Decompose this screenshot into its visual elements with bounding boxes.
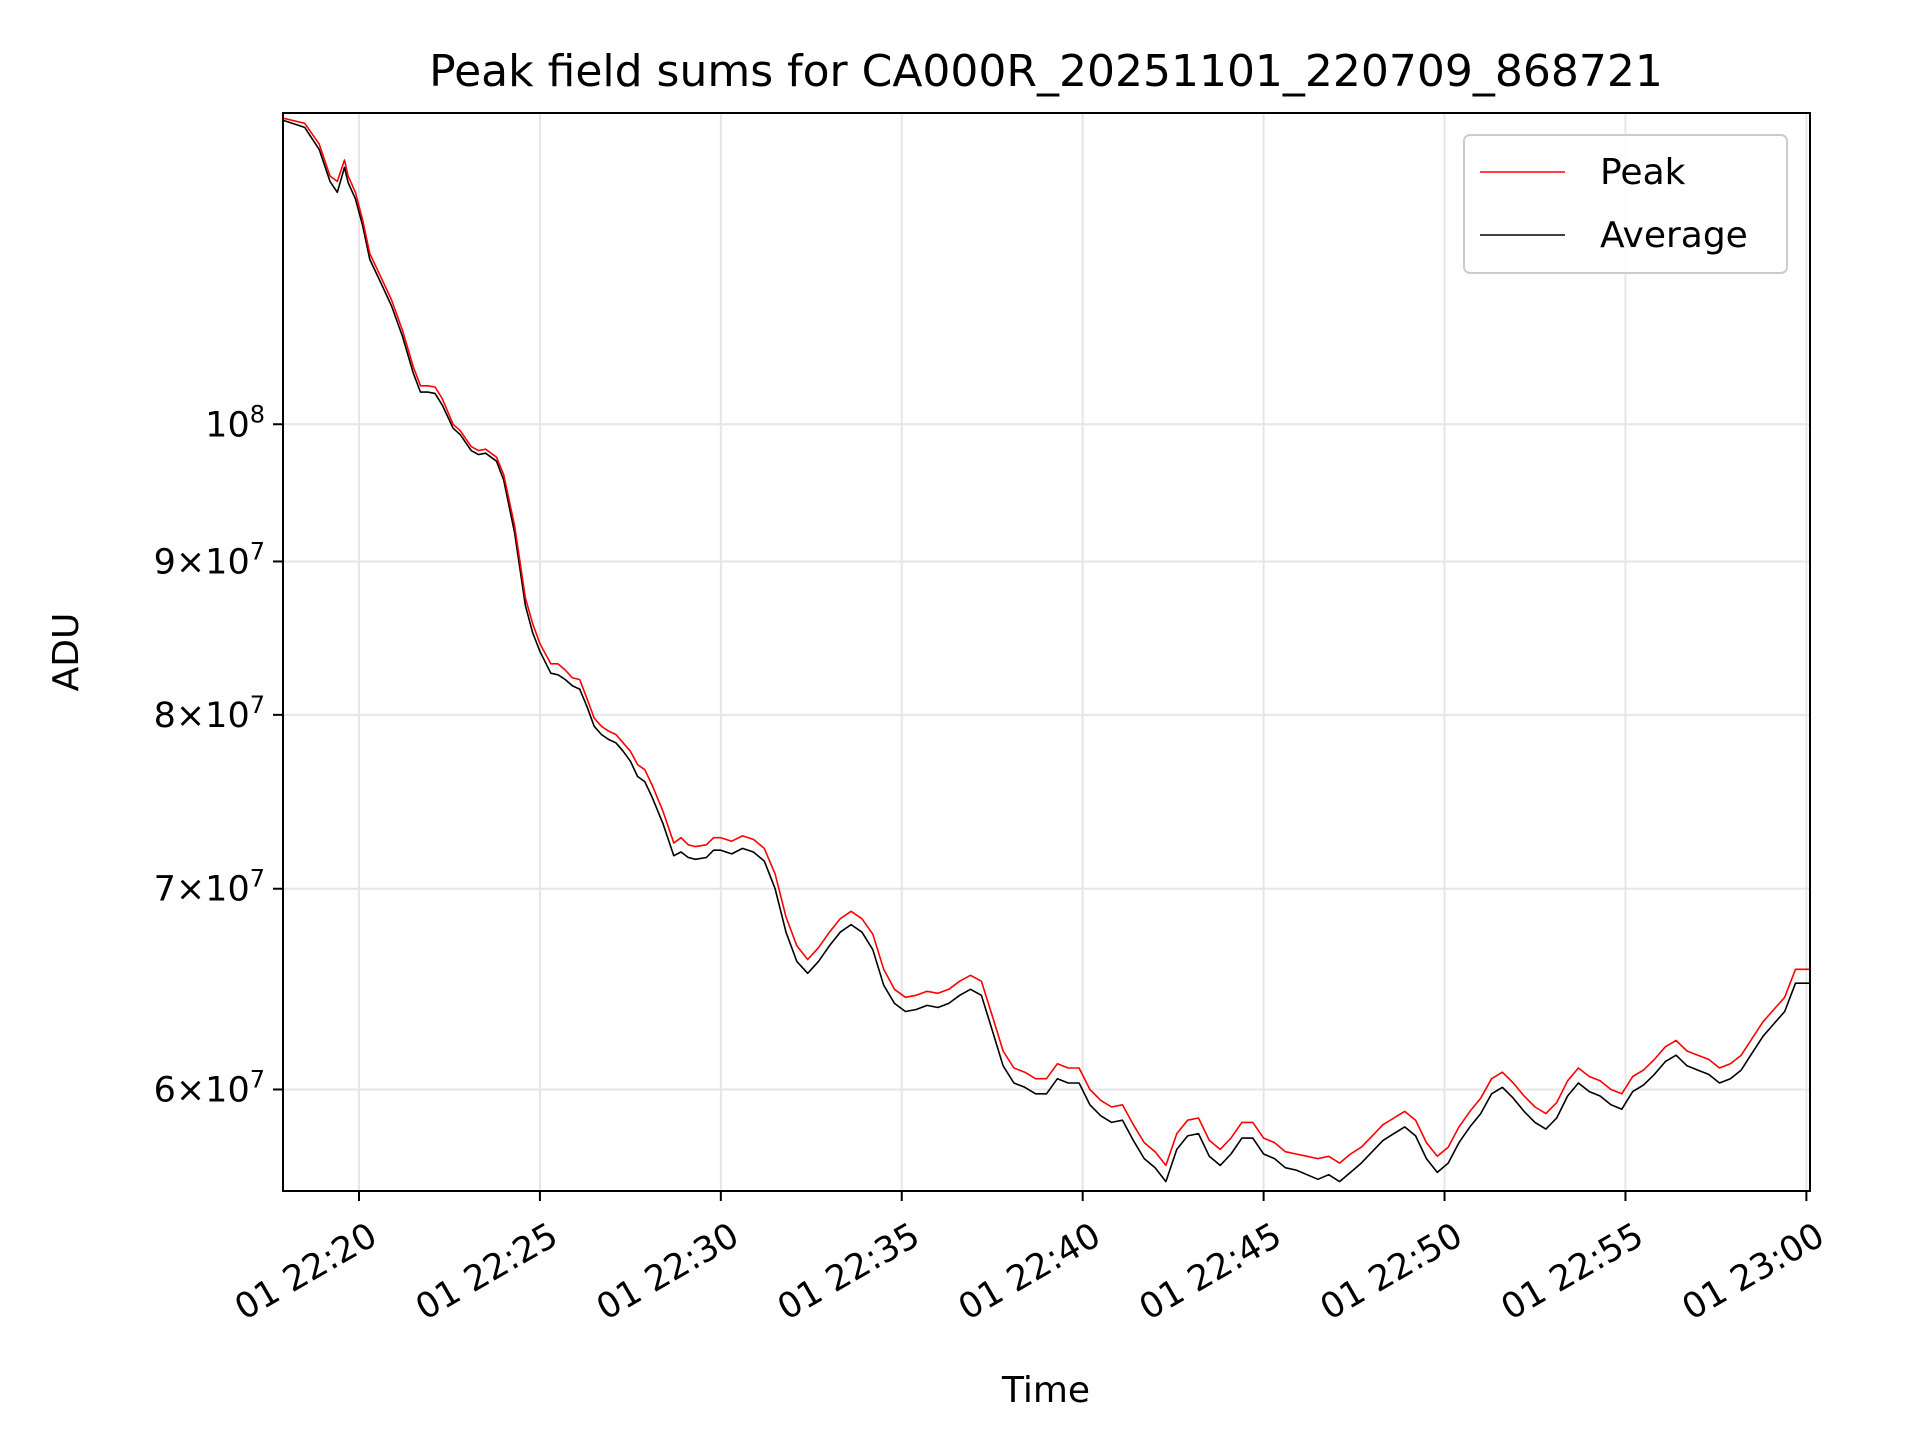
y-tick-label: 8×107 [154, 691, 265, 736]
legend-peak-label: Peak [1600, 152, 1686, 193]
x-axis-label: Time [1001, 1370, 1090, 1411]
y-tick-label: 9×107 [154, 537, 265, 582]
plot-frame [282, 112, 1811, 1192]
y-axis-label: ADU [46, 613, 87, 692]
y-tick-label: 6×107 [154, 1065, 265, 1110]
series-line-peak [282, 117, 1810, 1167]
y-tick-label: 7×107 [154, 865, 265, 910]
legend-box [1463, 134, 1788, 274]
y-axis: 6×107 7×107 8×107 9×107 108 [154, 400, 283, 1110]
series-layer [282, 117, 1810, 1183]
chart-title: Peak field sums for CA000R_20251101_2207… [429, 46, 1663, 97]
series-line-average [282, 119, 1810, 1183]
legend-average-label: Average [1600, 215, 1748, 256]
legend: Peak Average [1463, 134, 1788, 274]
grid [283, 113, 1810, 1191]
y-tick-label: 108 [205, 400, 265, 445]
